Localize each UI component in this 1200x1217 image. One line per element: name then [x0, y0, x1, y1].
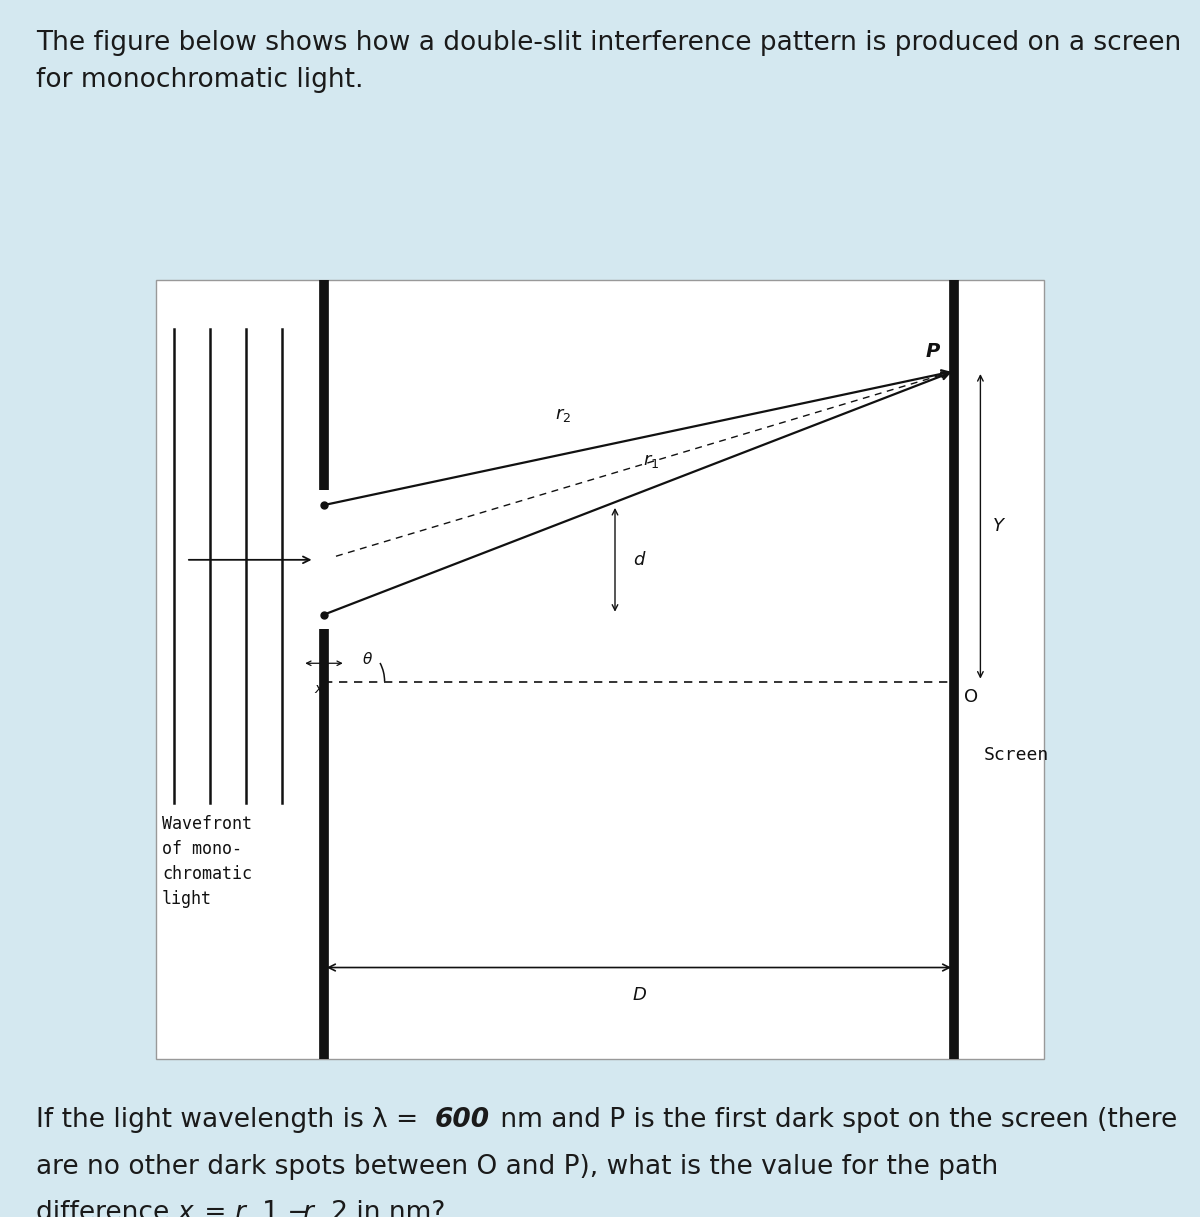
FancyBboxPatch shape	[156, 280, 1044, 1059]
Text: for monochromatic light.: for monochromatic light.	[36, 67, 364, 92]
Text: are no other dark spots between O and P), what is the value for the path: are no other dark spots between O and P)…	[36, 1154, 998, 1179]
Text: $\theta$: $\theta$	[362, 651, 373, 667]
Text: P: P	[925, 342, 940, 361]
Text: r: r	[234, 1200, 245, 1217]
Text: O: O	[964, 688, 978, 706]
Text: d: d	[634, 551, 644, 568]
Text: Y: Y	[992, 517, 1003, 535]
Text: $r_1$: $r_1$	[643, 452, 660, 470]
Text: x: x	[314, 682, 322, 696]
Text: =: =	[196, 1200, 234, 1217]
Text: $r_2$: $r_2$	[556, 405, 571, 424]
Text: Screen: Screen	[984, 746, 1049, 763]
Text: nm and P is the first dark spot on the screen (there: nm and P is the first dark spot on the s…	[492, 1107, 1177, 1133]
Text: x: x	[178, 1200, 193, 1217]
Text: The figure below shows how a double-slit interference pattern is produced on a s: The figure below shows how a double-slit…	[36, 30, 1181, 56]
Text: If the light wavelength is λ =: If the light wavelength is λ =	[36, 1107, 426, 1133]
Text: _2 in nm?: _2 in nm?	[318, 1200, 445, 1217]
Text: Wavefront
of mono-
chromatic
light: Wavefront of mono- chromatic light	[162, 815, 252, 908]
Text: 600: 600	[434, 1107, 490, 1133]
Text: r: r	[302, 1200, 313, 1217]
Text: D: D	[632, 986, 646, 1004]
Text: difference: difference	[36, 1200, 178, 1217]
Text: _1 −: _1 −	[250, 1200, 318, 1217]
